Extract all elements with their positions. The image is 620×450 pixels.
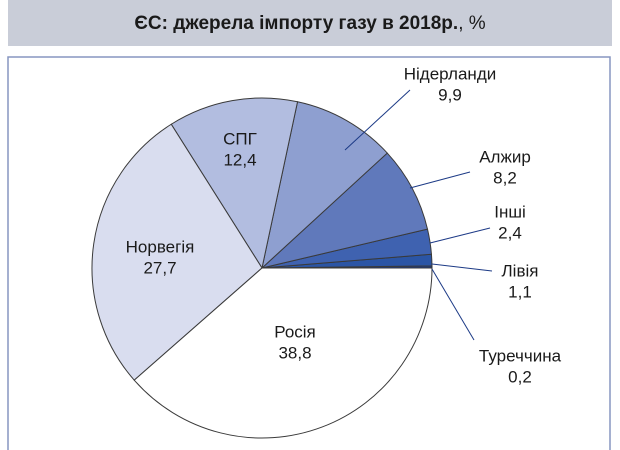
slice-value-label: 38,8	[278, 343, 311, 362]
slice-label: Інші	[494, 202, 526, 221]
panel-frame	[7, 56, 611, 450]
slice-value-label: 27,7	[143, 258, 176, 277]
pie-slice	[260, 152, 429, 269]
slice-label: Туреччина	[479, 346, 562, 365]
slice-label: Алжир	[479, 147, 531, 166]
slice-value-label: 1,1	[508, 282, 532, 301]
slice-label: Росія	[274, 322, 316, 341]
slice-value-label: 12,4	[223, 150, 256, 169]
slice-label: Нідерланди	[404, 64, 496, 83]
leader-line	[429, 227, 491, 244]
slice-label: Норвегія	[126, 237, 195, 256]
pie-slice	[170, 97, 299, 270]
chart-title: ЄС: джерела імпорту газу в 2018р., %	[134, 13, 485, 34]
slice-value-label: 9,9	[438, 85, 462, 104]
leader-line	[409, 171, 471, 189]
leader-line	[431, 268, 475, 341]
slice-value-label: 2,4	[498, 223, 522, 242]
title-suffix: , %	[458, 13, 486, 34]
leader-line	[344, 89, 411, 151]
pie-slice	[261, 101, 388, 270]
pie-slice	[91, 123, 263, 381]
slice-value-label: 8,2	[493, 168, 517, 187]
slice-value-label: 0,2	[508, 367, 532, 386]
leader-line	[431, 263, 493, 272]
title-main: ЄС: джерела імпорту газу в 2018р.	[134, 13, 458, 34]
slice-label: Лівія	[502, 261, 539, 280]
title-bar	[8, 0, 612, 46]
pie-slice	[133, 267, 433, 439]
slice-label: СПГ	[223, 129, 257, 148]
